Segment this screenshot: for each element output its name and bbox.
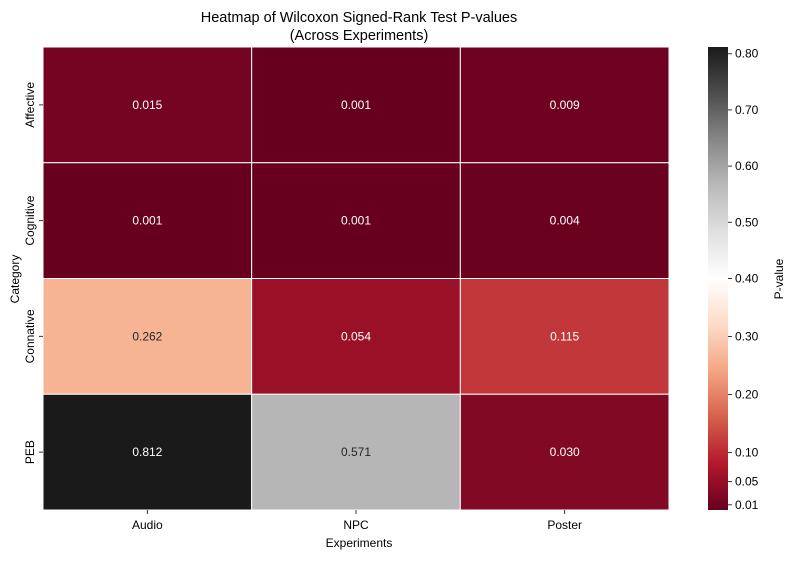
colorbar-tick-label: 0.30 bbox=[735, 330, 759, 344]
x-tick-label: Audio bbox=[132, 518, 163, 532]
chart-title-line1: Heatmap of Wilcoxon Signed-Rank Test P-v… bbox=[201, 10, 517, 26]
cell-value-label: 0.001 bbox=[132, 214, 162, 228]
colorbar-ticks: 0.01 0.05 0.10 0.20 0.30 0.40 0.50 0.60 0.70 0.80 bbox=[728, 47, 759, 512]
colorbar bbox=[708, 47, 728, 510]
colorbar-tick-label: 0.01 bbox=[735, 498, 759, 512]
heatmap-cell-connative-npc bbox=[251, 278, 461, 395]
heatmap-cells bbox=[42, 46, 670, 511]
colorbar-tick-label: 0.20 bbox=[735, 388, 759, 402]
y-axis-label: Category bbox=[8, 255, 22, 304]
heatmap-cell-cognitive-poster bbox=[459, 162, 670, 279]
cell-value-label: 0.015 bbox=[132, 98, 162, 112]
colorbar-tick-label: 0.60 bbox=[735, 159, 759, 173]
cell-value-label: 0.001 bbox=[341, 214, 371, 228]
colorbar-tick-label: 0.10 bbox=[735, 446, 759, 460]
x-tick-label: NPC bbox=[343, 518, 369, 532]
cell-value-label: 0.812 bbox=[132, 445, 162, 459]
y-tick-label: PEB bbox=[23, 440, 37, 464]
chart-title-line2: (Across Experiments) bbox=[290, 28, 429, 44]
heatmap-cell-connative-audio bbox=[42, 278, 253, 395]
colorbar-tick-label: 0.05 bbox=[735, 475, 759, 489]
colorbar-tick-label: 0.80 bbox=[735, 47, 759, 61]
cell-value-label: 0.004 bbox=[550, 214, 580, 228]
cell-value-label: 0.009 bbox=[550, 98, 580, 112]
cell-value-label: 0.030 bbox=[550, 445, 580, 459]
heatmap-cell-cognitive-npc bbox=[251, 162, 461, 279]
heatmap-cell-affective-npc bbox=[251, 46, 461, 164]
colorbar-tick-label: 0.50 bbox=[735, 215, 759, 229]
cell-value-label: 0.262 bbox=[132, 329, 162, 343]
y-axis-ticks: Affective Cognitive Connative PEB bbox=[23, 82, 43, 464]
colorbar-tick-label: 0.70 bbox=[735, 103, 759, 117]
heatmap-cell-peb-poster bbox=[459, 393, 670, 511]
cell-value-label: 0.571 bbox=[341, 445, 371, 459]
cell-value-label: 0.054 bbox=[341, 329, 371, 343]
heatmap-cell-peb-audio bbox=[42, 393, 253, 511]
heatmap-cell-affective-audio bbox=[42, 46, 253, 164]
x-tick-label: Poster bbox=[547, 518, 582, 532]
x-axis-ticks: Audio NPC Poster bbox=[132, 510, 582, 532]
x-axis-label: Experiments bbox=[326, 536, 393, 550]
heatmap-cell-affective-poster bbox=[459, 46, 670, 164]
colorbar-label: P-value bbox=[772, 258, 786, 299]
colorbar-tick-label: 0.40 bbox=[735, 272, 759, 286]
cell-value-label: 0.001 bbox=[341, 98, 371, 112]
heatmap-cell-labels: 0.015 0.001 0.009 0.001 0.001 0.004 0.262 0.054… bbox=[132, 98, 580, 459]
heatmap-cell-cognitive-audio bbox=[42, 162, 253, 279]
y-tick-label: Connative bbox=[23, 309, 37, 363]
cell-value-label: 0.115 bbox=[550, 329, 579, 343]
y-tick-label: Affective bbox=[23, 82, 37, 128]
y-tick-label: Cognitive bbox=[23, 195, 37, 245]
